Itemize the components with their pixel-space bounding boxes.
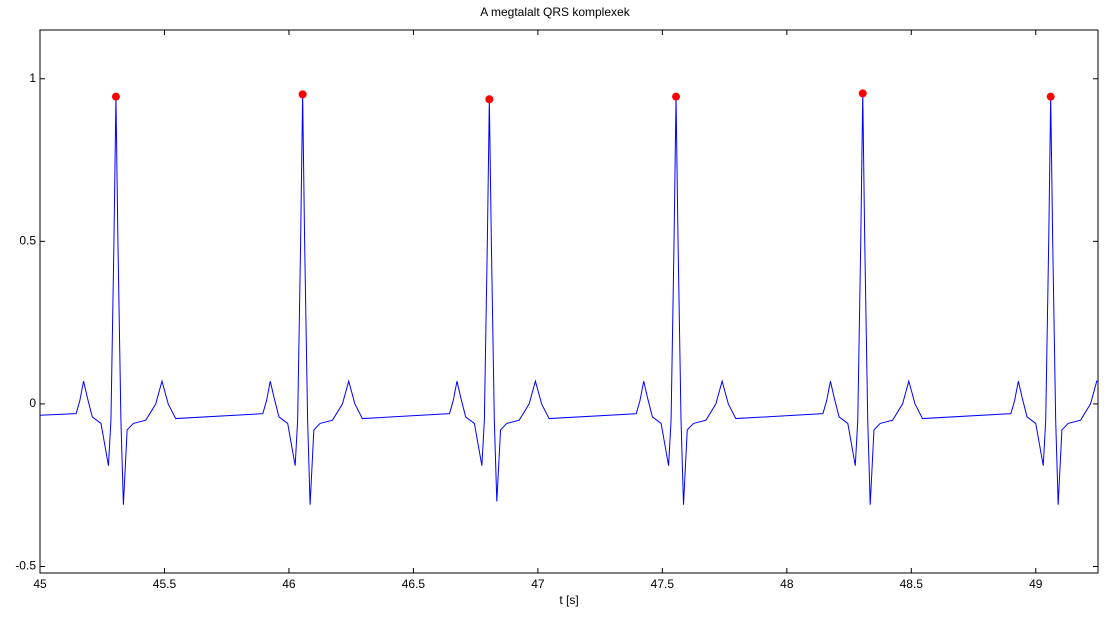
x-tick-label: 45 <box>33 577 47 591</box>
peak-marker <box>111 92 120 101</box>
y-tick-label: 0 <box>29 396 36 410</box>
x-tick-label: 45.5 <box>153 577 177 591</box>
peak-marker <box>672 92 681 101</box>
x-tick-label: 47.5 <box>651 577 675 591</box>
y-tick-label: 1 <box>29 71 36 85</box>
signal-line <box>39 93 1099 505</box>
peak-marker <box>1046 92 1055 101</box>
x-tick-label: 49 <box>1029 577 1043 591</box>
plot-box <box>39 29 1099 574</box>
y-tick-label: -0.5 <box>15 559 36 573</box>
x-tick-label: 48 <box>780 577 794 591</box>
y-tick-label: 0.5 <box>19 234 36 248</box>
x-axis-label: t [s] <box>559 593 578 607</box>
chart-title: A megtalalt QRS komplexek <box>480 5 630 19</box>
x-tick-label: 46 <box>282 577 296 591</box>
peak-marker <box>858 89 867 98</box>
x-tick-label: 47 <box>531 577 545 591</box>
x-tick-label: 46.5 <box>402 577 426 591</box>
x-tick-label: 48.5 <box>900 577 924 591</box>
peak-marker <box>485 95 494 104</box>
peak-marker <box>298 90 307 99</box>
